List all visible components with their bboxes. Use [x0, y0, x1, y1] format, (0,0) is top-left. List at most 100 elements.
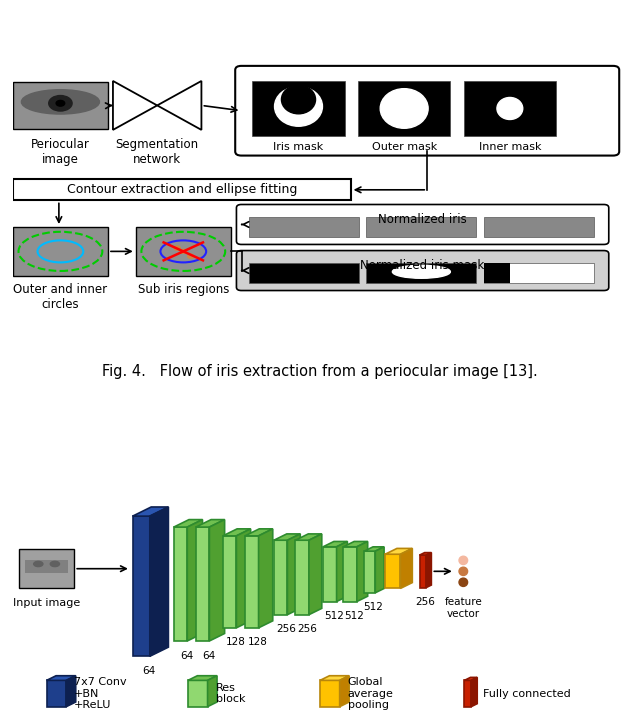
- Polygon shape: [323, 542, 348, 547]
- Polygon shape: [465, 677, 477, 680]
- Polygon shape: [245, 536, 259, 628]
- Text: Fully connected: Fully connected: [483, 689, 571, 698]
- Polygon shape: [296, 534, 322, 540]
- Polygon shape: [287, 534, 300, 614]
- Polygon shape: [364, 551, 375, 593]
- Polygon shape: [196, 520, 225, 527]
- Polygon shape: [150, 507, 168, 656]
- Text: Iris mask: Iris mask: [273, 142, 324, 152]
- Polygon shape: [274, 540, 287, 614]
- FancyBboxPatch shape: [236, 251, 609, 290]
- Bar: [367, 263, 476, 283]
- Polygon shape: [67, 676, 76, 707]
- Polygon shape: [364, 547, 384, 551]
- Polygon shape: [259, 529, 273, 628]
- Polygon shape: [132, 507, 168, 516]
- Polygon shape: [375, 547, 384, 593]
- Polygon shape: [223, 536, 236, 628]
- Text: 256: 256: [415, 597, 435, 607]
- Ellipse shape: [56, 100, 65, 106]
- Ellipse shape: [282, 85, 316, 114]
- Text: Outer and inner
circles: Outer and inner circles: [13, 283, 108, 311]
- Text: Contour extraction and ellipse fitting: Contour extraction and ellipse fitting: [67, 183, 297, 196]
- Text: 128: 128: [225, 638, 245, 648]
- Polygon shape: [323, 547, 337, 601]
- Polygon shape: [209, 520, 225, 641]
- Bar: [464, 81, 556, 136]
- Polygon shape: [174, 520, 202, 527]
- Bar: [484, 217, 594, 237]
- Circle shape: [188, 254, 194, 258]
- Ellipse shape: [459, 556, 468, 565]
- Polygon shape: [385, 554, 401, 588]
- Text: 256: 256: [298, 625, 317, 635]
- Bar: [19, 549, 74, 588]
- Polygon shape: [113, 81, 157, 130]
- Bar: [13, 82, 108, 129]
- Polygon shape: [296, 540, 309, 614]
- Ellipse shape: [497, 97, 523, 119]
- Polygon shape: [207, 676, 217, 707]
- Text: 512: 512: [364, 602, 383, 612]
- Ellipse shape: [275, 87, 323, 126]
- Polygon shape: [196, 527, 209, 641]
- Polygon shape: [385, 549, 412, 554]
- Polygon shape: [157, 81, 202, 130]
- Polygon shape: [223, 529, 251, 536]
- Text: 256: 256: [276, 625, 296, 635]
- Polygon shape: [465, 680, 471, 707]
- Text: 64: 64: [202, 651, 215, 661]
- Text: Segmentation
network: Segmentation network: [116, 138, 199, 166]
- Polygon shape: [188, 676, 217, 680]
- Bar: [249, 217, 358, 237]
- Text: Res
block: Res block: [216, 683, 245, 705]
- Circle shape: [180, 249, 186, 253]
- Text: 512: 512: [324, 612, 344, 621]
- Bar: [252, 81, 344, 136]
- Bar: [13, 179, 351, 201]
- Polygon shape: [320, 680, 340, 707]
- Text: Global
average
pooling: Global average pooling: [348, 677, 394, 710]
- Polygon shape: [320, 676, 349, 680]
- Ellipse shape: [392, 265, 451, 278]
- Bar: [484, 263, 509, 283]
- Polygon shape: [245, 529, 273, 536]
- Polygon shape: [309, 534, 322, 614]
- Text: 7x7 Conv
+BN
+ReLU: 7x7 Conv +BN +ReLU: [74, 677, 127, 710]
- Text: Normalized iris mask: Normalized iris mask: [360, 258, 484, 271]
- Polygon shape: [236, 529, 251, 628]
- Ellipse shape: [49, 95, 72, 111]
- Bar: [136, 227, 231, 276]
- Ellipse shape: [34, 561, 43, 567]
- Text: Outer mask: Outer mask: [372, 142, 436, 152]
- Polygon shape: [357, 542, 367, 601]
- Bar: [25, 560, 68, 573]
- Polygon shape: [401, 549, 412, 588]
- Text: 128: 128: [248, 638, 268, 648]
- Polygon shape: [420, 555, 426, 588]
- Bar: [249, 263, 358, 283]
- Text: 64: 64: [180, 651, 193, 661]
- Ellipse shape: [459, 578, 468, 586]
- Polygon shape: [343, 542, 367, 547]
- Polygon shape: [47, 680, 67, 707]
- Polygon shape: [471, 677, 477, 707]
- Text: Input image: Input image: [13, 598, 80, 608]
- FancyBboxPatch shape: [236, 204, 609, 245]
- Ellipse shape: [21, 90, 99, 114]
- Text: Normalized iris: Normalized iris: [378, 213, 467, 226]
- Polygon shape: [47, 676, 76, 680]
- Bar: [13, 227, 108, 276]
- Polygon shape: [132, 516, 150, 656]
- Text: 64: 64: [142, 666, 156, 676]
- Polygon shape: [426, 552, 431, 588]
- Text: 512: 512: [344, 612, 364, 621]
- Polygon shape: [343, 547, 357, 601]
- Bar: [484, 263, 594, 283]
- Text: feature
vector: feature vector: [444, 597, 482, 619]
- Polygon shape: [420, 552, 431, 555]
- Bar: [358, 81, 451, 136]
- Polygon shape: [174, 527, 188, 641]
- Text: Inner mask: Inner mask: [479, 142, 541, 152]
- Circle shape: [174, 246, 180, 250]
